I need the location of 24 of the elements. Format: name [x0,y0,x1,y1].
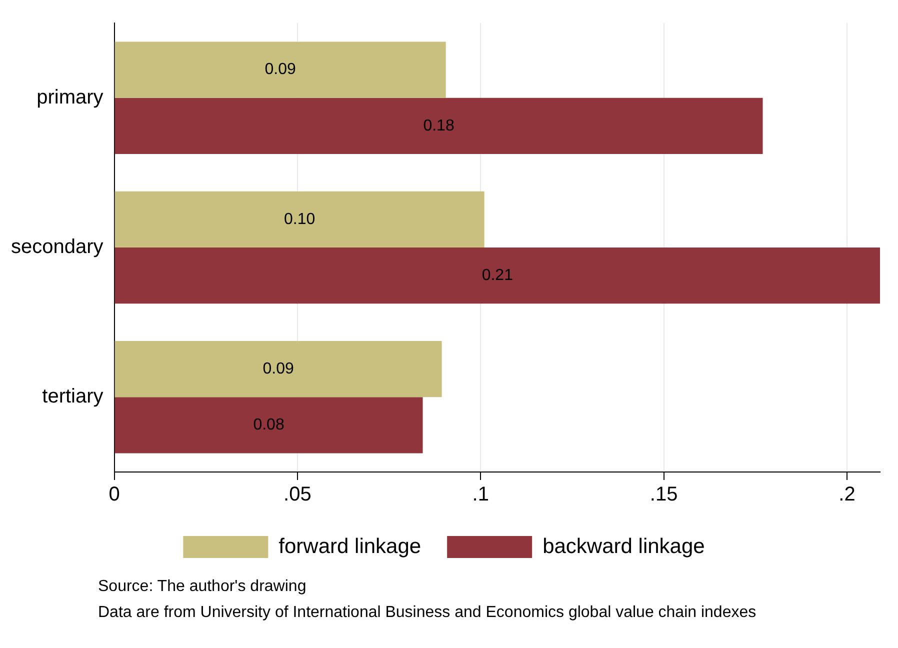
bar [114,42,446,98]
legend-label: forward linkage [278,534,422,558]
bar [114,248,880,304]
data-label: 0.18 [423,117,454,134]
legend-label: backward linkage [542,534,705,558]
bar [114,98,763,154]
bar [114,397,423,454]
x-tick-label: .15 [650,484,678,506]
data-label: 0.21 [482,266,514,284]
data-label: 0.08 [253,416,284,434]
x-tick-label: .2 [838,484,856,506]
text: Data are from University of International Business and Economics global value chain indexes [98,603,758,623]
y-tick-label: primary [36,86,104,108]
y-tick-label: secondary [10,236,104,258]
data-label: 0.09 [262,360,294,378]
bar [114,191,484,248]
x-tick-label: .1 [472,484,489,506]
source-note: Source: The author's drawing [98,577,308,597]
y-tick-label: tertiary [42,386,104,408]
data-label: 0.10 [284,210,316,228]
data-label: 0.09 [264,61,296,78]
x-tick-label: .05 [284,484,312,506]
bar [114,341,442,398]
x-tick-label: 0 [108,484,120,506]
